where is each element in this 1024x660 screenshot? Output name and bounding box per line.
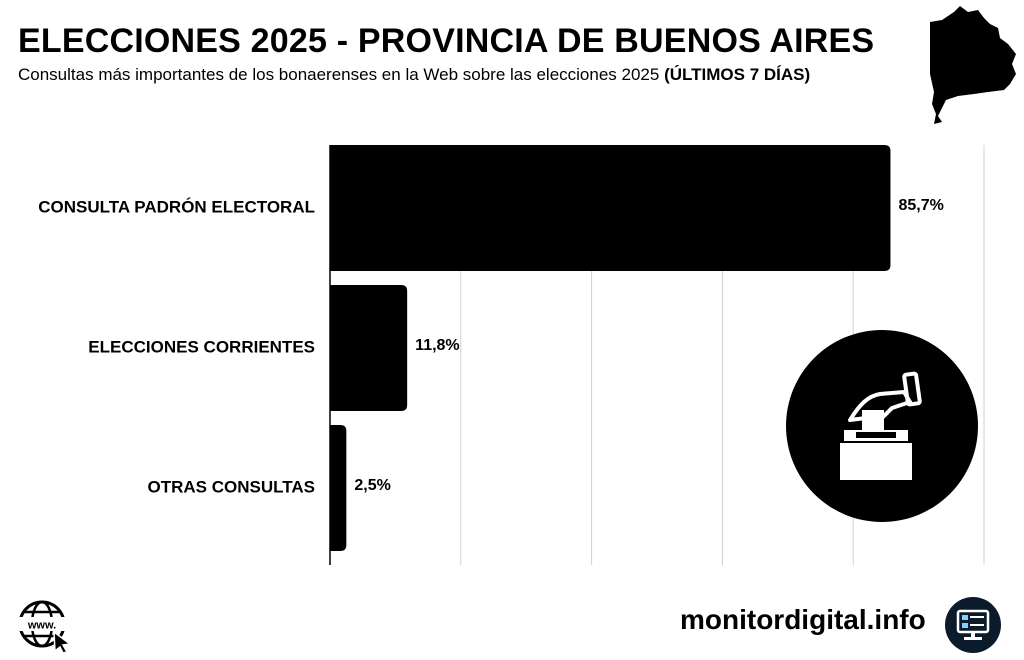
category-label: OTRAS CONSULTAS <box>148 477 315 496</box>
value-label: 11,8% <box>415 337 459 354</box>
monitor-icon <box>945 597 1001 653</box>
value-label: 2,5% <box>354 477 390 494</box>
bar <box>330 285 408 411</box>
chart-subtitle: Consultas más importantes de los bonaere… <box>18 65 810 85</box>
globe-www-icon: www. <box>18 600 72 654</box>
brand-name: monitordigital.info <box>680 604 926 635</box>
globe-www-label: www. <box>27 620 56 632</box>
bar <box>330 145 891 271</box>
bars <box>330 145 891 551</box>
category-label: CONSULTA PADRÓN ELECTORAL <box>38 197 315 216</box>
subtitle-text: Consultas más importantes de los bonaere… <box>18 65 660 84</box>
bar <box>330 425 347 551</box>
ballot-box-icon <box>786 330 978 522</box>
value-label: 85,7% <box>898 197 943 214</box>
subtitle-period: (ÚLTIMOS 7 DÍAS) <box>664 65 811 84</box>
category-label: ELECCIONES CORRIENTES <box>88 337 315 356</box>
category-labels: CONSULTA PADRÓN ELECTORAL ELECCIONES CORR… <box>38 197 315 496</box>
chart-title: ELECCIONES 2025 - PROVINCIA DE BUENOS AI… <box>18 22 875 60</box>
value-labels: 85,7% 11,8% 2,5% <box>354 197 944 494</box>
buenos-aires-province-map-icon <box>930 6 1016 124</box>
